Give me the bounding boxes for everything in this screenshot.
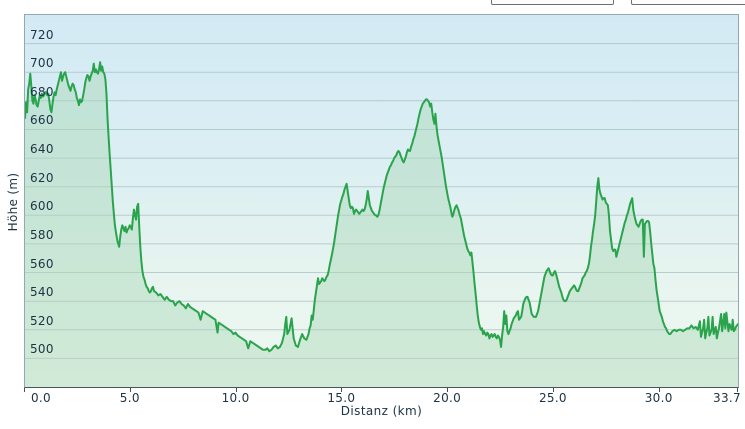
x-axis-title: Distanz (km) [340, 404, 423, 418]
x-tick-label: 30.0 [644, 391, 673, 405]
x-tick-mark [447, 388, 449, 392]
elevation-area-fill [25, 62, 738, 387]
y-tick-label: 660 [30, 113, 54, 128]
x-tick-label: 25.0 [538, 391, 567, 405]
toolbar-button[interactable] [631, 0, 745, 5]
y-tick-label: 500 [30, 342, 54, 357]
y-tick-label: 720 [30, 27, 54, 42]
x-tick-label: 10.0 [221, 391, 250, 405]
x-tick-mark [737, 388, 738, 392]
y-tick-label: 560 [30, 256, 54, 271]
y-tick-label: 700 [30, 56, 54, 71]
x-tick-mark [129, 388, 131, 392]
elevation-curve-svg [25, 43, 738, 387]
y-tick-label: 680 [30, 84, 54, 99]
x-tick-label: 5.0 [119, 391, 140, 405]
toolbar-button[interactable] [491, 0, 614, 5]
x-tick-label: 15.0 [327, 391, 356, 405]
y-tick-label: 540 [30, 285, 54, 300]
x-tick-label: 33.7 [713, 391, 741, 405]
x-tick-mark [341, 388, 343, 392]
y-tick-label: 620 [30, 170, 54, 185]
x-tick-label: 20.0 [433, 391, 462, 405]
gridlines [25, 43, 738, 359]
y-tick-label: 580 [30, 227, 54, 242]
y-tick-label: 520 [30, 313, 54, 328]
x-tick-mark [552, 388, 554, 392]
elevation-line [25, 61, 738, 353]
x-tick-label: 0.0 [31, 391, 51, 405]
y-tick-label: 600 [30, 199, 54, 214]
x-tick-mark [24, 388, 25, 392]
x-tick-mark [235, 388, 237, 392]
elevation-plot-area: 720 700 680 660 640 620 600 580 560 540 520 500 [24, 14, 739, 388]
y-tick-label: 640 [30, 142, 54, 157]
x-tick-mark [658, 388, 660, 392]
y-axis-title: Höhe (m) [6, 172, 20, 232]
